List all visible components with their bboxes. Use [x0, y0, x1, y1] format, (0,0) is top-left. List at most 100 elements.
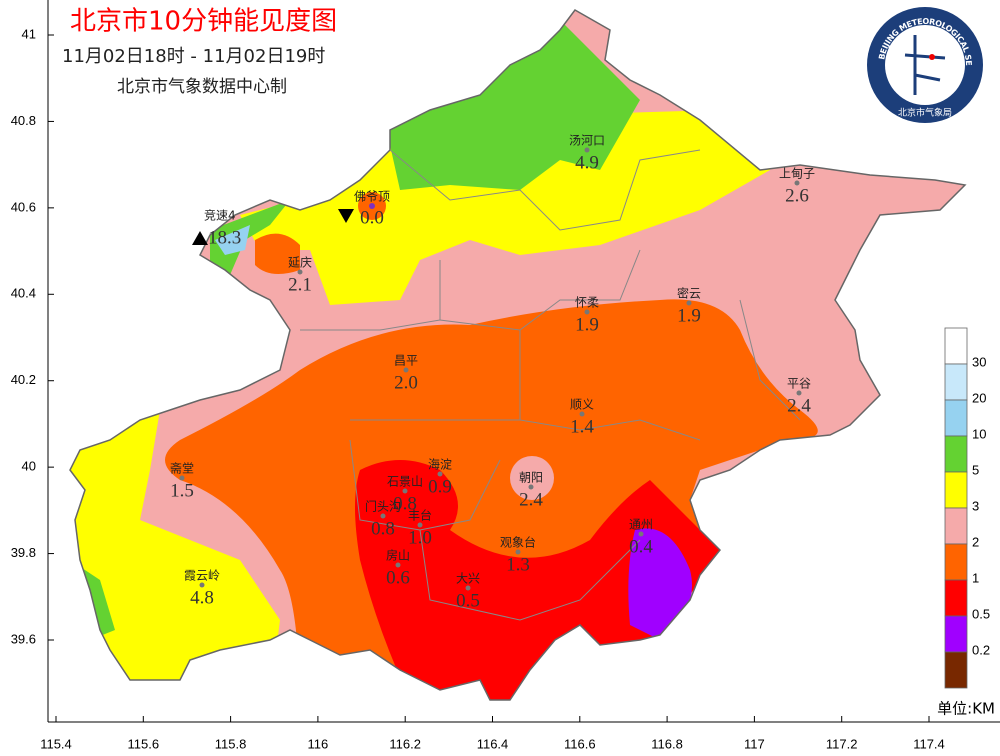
- station-name: 丰台: [408, 508, 432, 523]
- y-tick-label: 40.6: [11, 199, 36, 214]
- station-value: 1.9: [677, 305, 701, 326]
- station-name: 平谷: [787, 377, 811, 391]
- legend-swatch: [944, 435, 968, 473]
- unit: 单位:KM: [937, 700, 995, 718]
- x-tick-label: 116.4: [477, 736, 509, 751]
- station-name: 朝阳: [519, 471, 543, 485]
- station-value: 1.3: [506, 554, 530, 575]
- region-blue: [215, 225, 250, 255]
- legend-swatch: [944, 327, 968, 365]
- x-tick-label: 117: [744, 736, 765, 751]
- station-dot: [417, 522, 423, 528]
- station-value: 1.4: [570, 416, 594, 437]
- legend-swatch: [944, 363, 968, 401]
- station-dot: [465, 585, 471, 591]
- x-tick-label: 117.4: [913, 736, 945, 751]
- station-dot: [579, 411, 585, 417]
- region-green-west: [210, 200, 290, 275]
- station-dot: [584, 309, 590, 315]
- station-name: 斋堂: [170, 461, 194, 476]
- station-value: 4.9: [575, 152, 599, 173]
- x-tick-label: 117.2: [826, 736, 858, 751]
- station-value: 1.5: [170, 480, 194, 501]
- station-name: 密云: [677, 286, 701, 301]
- x-tick-label: 116: [308, 736, 329, 751]
- station-name: 怀柔: [575, 296, 599, 310]
- y-tick-label: 40.2: [11, 372, 36, 387]
- station-dot: [179, 475, 185, 481]
- legend-swatch: [944, 471, 968, 509]
- station-value: 18.3: [208, 227, 241, 248]
- legend-swatch: [944, 543, 968, 581]
- logo-emblem: [904, 35, 946, 95]
- station-value: 4.8: [190, 587, 214, 608]
- station-name: 竞速4: [204, 209, 236, 223]
- y-tick-label: 40: [22, 459, 36, 474]
- station-name: 昌平: [394, 354, 418, 368]
- legend-label: 0.2: [972, 642, 990, 657]
- station-value: 1.9: [575, 314, 599, 335]
- region-pink-chaoyang: [510, 456, 554, 500]
- y-tick-label: 39.6: [11, 631, 36, 646]
- station-dot: [796, 390, 802, 396]
- y-tick-label: 40.4: [11, 286, 36, 301]
- station-value: 0.5: [456, 590, 480, 611]
- station-marker: [192, 231, 208, 245]
- station-name: 汤河口: [569, 134, 605, 148]
- station-dot: [403, 367, 409, 373]
- station-value: 0.9: [428, 476, 452, 497]
- station-value: 0.0: [360, 207, 384, 228]
- station-dot: [437, 471, 443, 477]
- legend-label: 2: [972, 534, 979, 549]
- x-tick-label: 116.6: [564, 736, 596, 751]
- station-value: 2.4: [519, 489, 543, 510]
- x-tick-label: 115.6: [128, 736, 160, 751]
- station-value: 2.6: [785, 185, 809, 206]
- legend-label: 10: [972, 426, 986, 441]
- station-name: 延庆: [288, 256, 312, 270]
- station-value: 0.6: [386, 567, 410, 588]
- station-dot: [199, 582, 205, 588]
- station-name: 大兴: [456, 572, 480, 586]
- time-range: 11月02日18时 - 11月02日19时: [62, 46, 325, 67]
- legend-label: 1: [972, 570, 979, 585]
- station-name: 霞云岭: [184, 569, 220, 583]
- legend-swatch: [944, 507, 968, 545]
- station-dot: [528, 484, 534, 490]
- station-value: 2.0: [394, 372, 418, 393]
- legend-label: 30: [972, 354, 986, 369]
- region-yellow-sw: [70, 410, 280, 700]
- y-tick-label: 39.8: [11, 545, 36, 560]
- station-name: 石景山: [387, 475, 423, 489]
- station-value: 0.8: [371, 518, 395, 539]
- x-tick-label: 116.2: [389, 736, 421, 751]
- station-dot: [794, 180, 800, 186]
- station-value: 0.4: [629, 536, 653, 557]
- x-tick-label: 115.4: [40, 736, 72, 751]
- logo-bottom-text: 北京市气象局: [898, 107, 952, 119]
- region-green: [380, 20, 640, 190]
- station-name: 门头沟: [365, 499, 401, 514]
- legend-swatch: [944, 615, 968, 653]
- legend-label: 20: [972, 390, 986, 405]
- station-dot: [584, 147, 590, 153]
- y-tick-label: 40.8: [11, 113, 36, 128]
- station-value: 2.1: [288, 274, 312, 295]
- station-name: 顺义: [570, 398, 594, 412]
- station-dot: [402, 488, 408, 494]
- legend-swatch: [944, 579, 968, 617]
- station-dot: [638, 531, 644, 537]
- station-dot: [380, 513, 386, 519]
- legend-swatch: [944, 399, 968, 437]
- station-dot: [297, 269, 303, 275]
- source: 北京市气象数据中心制: [117, 77, 287, 97]
- logo-center: [885, 25, 965, 105]
- station-dot: [686, 300, 692, 306]
- station-value: 2.4: [787, 395, 811, 416]
- region-orange-yanqing: [255, 233, 300, 274]
- region-purple: [628, 528, 692, 640]
- station-dot: [395, 562, 401, 568]
- logo-dot: [929, 54, 935, 60]
